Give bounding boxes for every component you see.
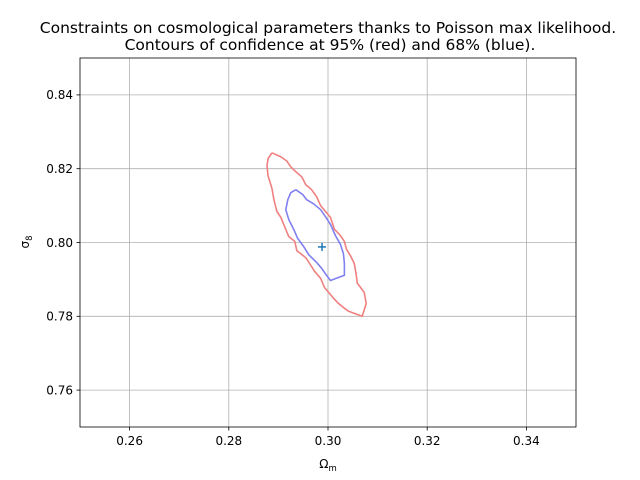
y-tick-label: 0.84: [46, 88, 73, 102]
x-tick-label: 0.34: [513, 434, 540, 448]
contour-68-blue: [284, 189, 346, 282]
grid: [80, 58, 576, 427]
y-tick-label: 0.78: [46, 310, 73, 324]
y-tick-label: 0.82: [46, 162, 73, 176]
y-tick-label: 0.76: [46, 383, 73, 397]
x-tick-label: 0.30: [315, 434, 342, 448]
contours: [266, 152, 368, 318]
x-axis-ticks: 0.26 0.28 0.30 0.32 0.34: [116, 427, 540, 448]
x-tick-label: 0.28: [215, 434, 242, 448]
y-axis-ticks: 0.76 0.78 0.80 0.82 0.84: [46, 88, 80, 397]
y-tick-label: 0.80: [46, 236, 73, 250]
chart-title-line-1: Constraints on cosmological parameters t…: [40, 19, 616, 37]
x-tick-label: 0.32: [414, 434, 441, 448]
x-axis-label: Ωm: [319, 457, 336, 474]
contour-95-red: [266, 152, 368, 318]
chart-title-line-2: Contours of confidence at 95% (red) and …: [125, 36, 536, 54]
best-fit-marker: [318, 242, 327, 251]
y-axis-label: σ8: [18, 235, 35, 248]
x-tick-label: 0.26: [116, 434, 143, 448]
